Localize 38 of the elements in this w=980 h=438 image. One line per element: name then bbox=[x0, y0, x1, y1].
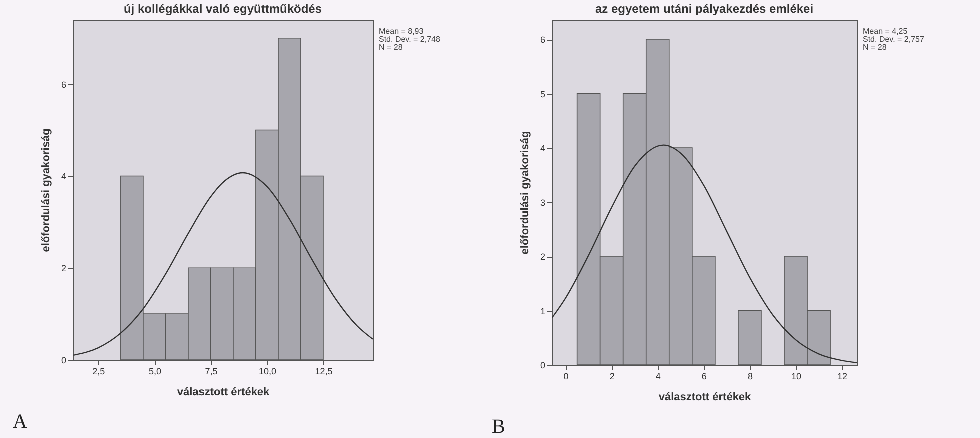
x-tick-label: 4 bbox=[656, 372, 661, 382]
x-tick-label: 5,0 bbox=[148, 366, 162, 376]
y-axis-title: előfordulási gyakoriság bbox=[519, 131, 532, 255]
x-tick-label: 12,5 bbox=[315, 366, 333, 376]
y-tick-label: 2 bbox=[540, 252, 546, 262]
y-tick-label: 5 bbox=[540, 89, 546, 100]
y-tick-label: 4 bbox=[540, 144, 546, 154]
line-series bbox=[552, 144, 857, 364]
x-tick-label: 7,5 bbox=[205, 366, 218, 376]
x-tick-label: 8 bbox=[748, 372, 753, 382]
x-axis-title: választott értékek bbox=[658, 392, 752, 404]
chart-title: új kollégákkal való együttműködés bbox=[124, 2, 322, 16]
x-tick-label: 2,5 bbox=[92, 366, 106, 376]
text: N = 28 bbox=[863, 43, 888, 52]
x-tick-label: 10,0 bbox=[258, 366, 276, 376]
y-tick-label: 6 bbox=[61, 80, 66, 90]
y-tick-label: 3 bbox=[540, 198, 546, 208]
y-axis-title: előfordulási gyakoriság bbox=[40, 128, 52, 252]
x-tick-label: 12 bbox=[838, 372, 848, 382]
y-tick-label: 6 bbox=[540, 35, 546, 46]
x-tick-label: 10 bbox=[791, 372, 802, 382]
y-tick-label: 4 bbox=[61, 172, 66, 182]
text: Std. Dev. = 2,748 bbox=[379, 35, 441, 44]
x-tick-label: 2 bbox=[610, 372, 615, 382]
y-tick-label: 2 bbox=[61, 264, 66, 274]
chart-title: az egyetem utáni pályakezdés emlékei bbox=[595, 2, 814, 16]
text: B bbox=[492, 416, 506, 438]
x-axis-title: választott értékek bbox=[177, 386, 271, 398]
x-tick-label: 6 bbox=[702, 372, 707, 382]
y-tick-label: 1 bbox=[540, 306, 546, 316]
y-tick-label: 0 bbox=[61, 356, 66, 366]
line-series bbox=[73, 172, 373, 356]
text: Mean = 4,25 bbox=[863, 27, 908, 36]
text: Mean = 8,93 bbox=[379, 27, 424, 36]
text: Std. Dev. = 2,757 bbox=[863, 35, 925, 44]
x-tick-label: 0 bbox=[564, 372, 569, 382]
text: A bbox=[13, 411, 28, 433]
text: N = 28 bbox=[379, 43, 404, 52]
